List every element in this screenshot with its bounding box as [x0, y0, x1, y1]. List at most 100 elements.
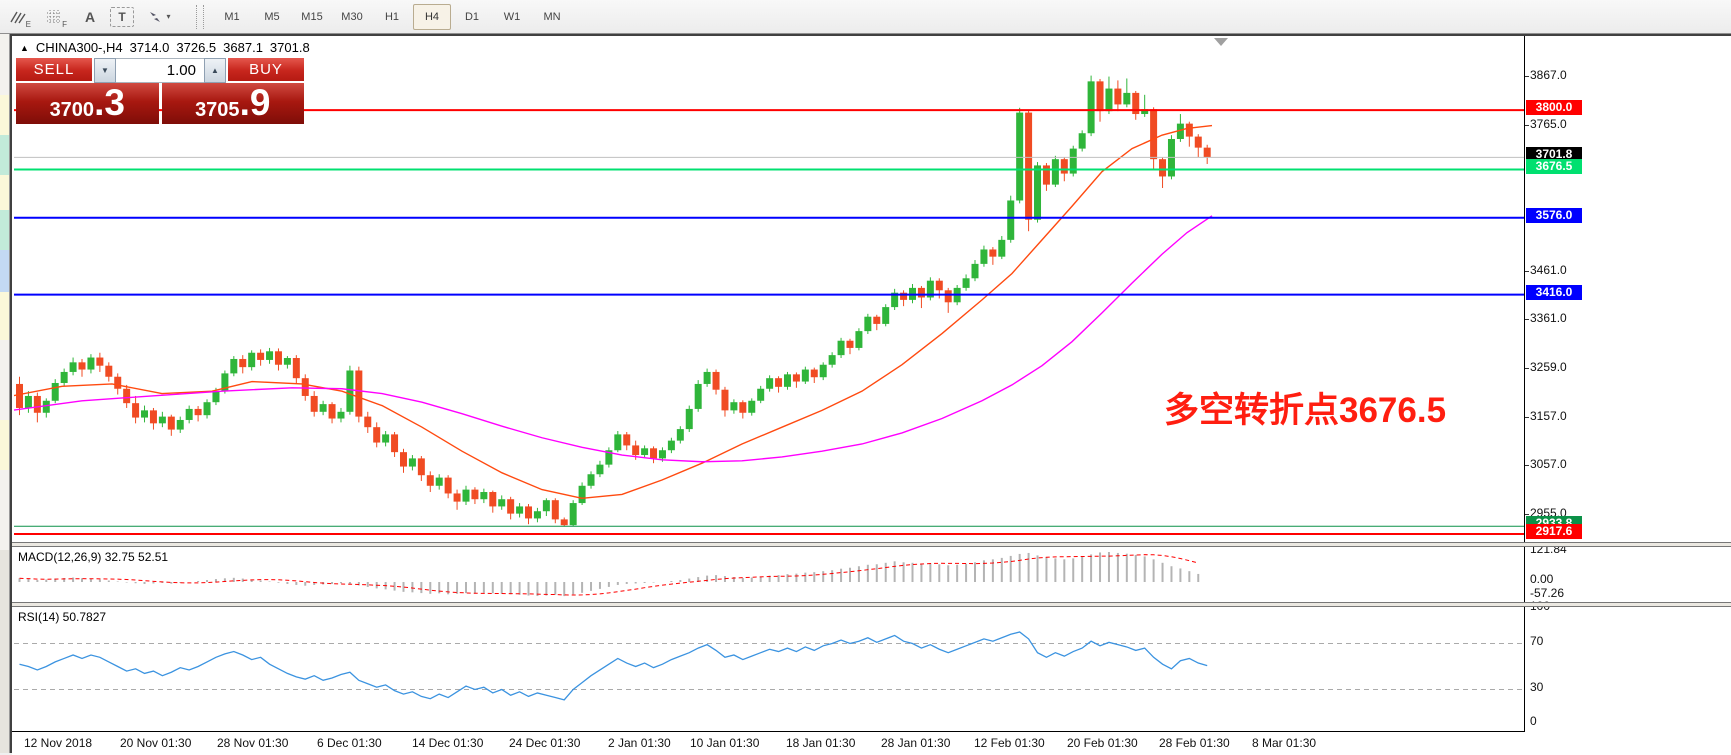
ohlc-high: 3726.5 — [176, 40, 217, 55]
pane-splitter-rsi[interactable] — [12, 602, 1731, 607]
price-badge-2917.6: 2917.6 — [1526, 523, 1582, 539]
candle-body — [78, 362, 86, 370]
candle-body — [1203, 147, 1211, 158]
candle-body — [337, 411, 345, 419]
candle-body — [373, 427, 381, 443]
candle-body — [614, 434, 622, 451]
candle-body — [1114, 88, 1122, 105]
candle-body — [667, 440, 675, 451]
candle-body — [257, 352, 265, 360]
candle-body — [560, 519, 568, 526]
candle-body — [471, 489, 479, 500]
chart-bottom-border — [12, 731, 1525, 732]
x-axis-label: 20 Nov 01:30 — [120, 736, 192, 750]
candle-body — [426, 475, 434, 486]
candle-body — [141, 410, 149, 418]
candle-body — [194, 408, 202, 416]
candle-body — [132, 403, 140, 418]
rsi-axis-label: 0 — [1530, 714, 1537, 728]
candle-body — [105, 365, 113, 377]
candle-body — [783, 374, 791, 387]
y-axis-tick-label: 3057.0 — [1530, 457, 1567, 472]
x-axis-label: 12 Nov 2018 — [24, 736, 93, 750]
candle-body — [417, 458, 425, 476]
volume-input[interactable] — [116, 58, 204, 83]
candle-body — [828, 355, 836, 365]
tf-button-m1[interactable]: M1 — [224, 10, 240, 23]
candle-body — [712, 371, 720, 390]
buy-price-display[interactable]: 3705 .9 — [161, 83, 304, 124]
background-window-edge — [0, 34, 10, 753]
candle-body — [60, 371, 68, 383]
tf-button-mn[interactable]: MN — [543, 10, 561, 23]
candle-body — [1069, 148, 1077, 174]
candle-body — [926, 280, 934, 298]
candle-body — [917, 287, 925, 298]
y-axis-tick-label: 3867.0 — [1530, 68, 1567, 82]
candle-body — [542, 500, 550, 512]
time-axis[interactable]: 12 Nov 2018 20 Nov 01:30 28 Nov 01:30 6 Dec… — [12, 733, 1731, 755]
candle-body — [810, 369, 818, 378]
candle-body — [569, 503, 577, 526]
candle-body — [319, 404, 327, 412]
macd-indicator-label: MACD(12,26,9) 32.75 52.51 — [18, 550, 169, 564]
candle-body — [123, 388, 131, 404]
tf-button-m30[interactable]: M30 — [341, 10, 363, 23]
sell-button[interactable]: SELL — [16, 58, 92, 83]
pane-splitter-macd[interactable] — [12, 542, 1731, 547]
rsi-chart[interactable] — [14, 607, 1524, 731]
candle-body — [801, 369, 809, 382]
tf-button-h4[interactable]: H4 — [413, 3, 451, 30]
volume-decrease-button[interactable]: ▼ — [94, 58, 116, 83]
grid-icon[interactable]: F — [38, 3, 70, 31]
candle-body — [16, 383, 23, 408]
candle-body — [283, 358, 291, 365]
y-axis-tick-label: 3259.0 — [1530, 360, 1567, 375]
candle-body — [24, 395, 32, 408]
tf-button-d1[interactable]: D1 — [464, 10, 480, 23]
price-axis[interactable]: 3867.0 3765.0 3461.0 3361.0 3259.0 3157.0 3057… — [1525, 36, 1731, 755]
candle-body — [1141, 109, 1149, 115]
textbox-icon[interactable]: T — [110, 6, 134, 27]
sell-price-display[interactable]: 3700 .3 — [16, 83, 159, 124]
macd-chart[interactable] — [14, 548, 1524, 602]
text-a-icon[interactable]: A — [84, 8, 96, 25]
price-badge-3701.8: 3701.8 — [1526, 147, 1582, 163]
buy-price-main: 3705 — [195, 99, 240, 121]
volume-increase-button[interactable]: ▲ — [204, 58, 226, 83]
candle-body — [1185, 123, 1193, 137]
candle-body — [998, 239, 1006, 257]
buy-button[interactable]: BUY — [228, 58, 304, 83]
tf-button-w1[interactable]: W1 — [503, 10, 521, 23]
candle-body — [935, 280, 943, 291]
rsi-axis-label: 70 — [1530, 633, 1544, 648]
tf-button-h1[interactable]: H1 — [384, 10, 400, 23]
candle-body — [1176, 123, 1184, 139]
indicators-icon[interactable]: E — [2, 3, 34, 31]
y-axis-tick-label: 3765.0 — [1530, 116, 1567, 131]
y-axis-tick-label: 3157.0 — [1530, 409, 1567, 423]
tf-button-m5[interactable]: M5 — [264, 10, 280, 23]
y-axis-tickmark — [1525, 368, 1529, 370]
candle-body — [489, 492, 497, 507]
x-axis-label: 28 Feb 01:30 — [1159, 736, 1230, 750]
candle-body — [1087, 81, 1095, 134]
candle-body — [480, 492, 488, 500]
candle-body — [658, 450, 666, 459]
chart-shift-marker[interactable] — [1214, 38, 1228, 46]
candle-body — [444, 477, 452, 494]
candle-body — [230, 358, 238, 374]
cursor-tool-icon[interactable]: ▾ — [138, 3, 180, 31]
sell-price-main: 3700 — [49, 99, 95, 121]
main-price-chart[interactable] — [14, 38, 1524, 542]
ma-slow-line — [14, 215, 1213, 463]
x-axis-label: 6 Dec 01:30 — [317, 736, 382, 750]
candle-body — [292, 358, 300, 379]
x-axis-label: 24 Dec 01:30 — [509, 736, 581, 750]
tf-button-m15[interactable]: M15 — [301, 10, 323, 23]
candle-body — [355, 370, 363, 417]
candle-body — [87, 357, 95, 370]
toolbar: E F A T ▾ M1 M5 M15 M30 H1 H4 D1 W1 MN — [0, 0, 1731, 34]
y-axis-tick-label: 3361.0 — [1530, 311, 1567, 326]
ohlc-close: 3701.8 — [269, 40, 310, 55]
